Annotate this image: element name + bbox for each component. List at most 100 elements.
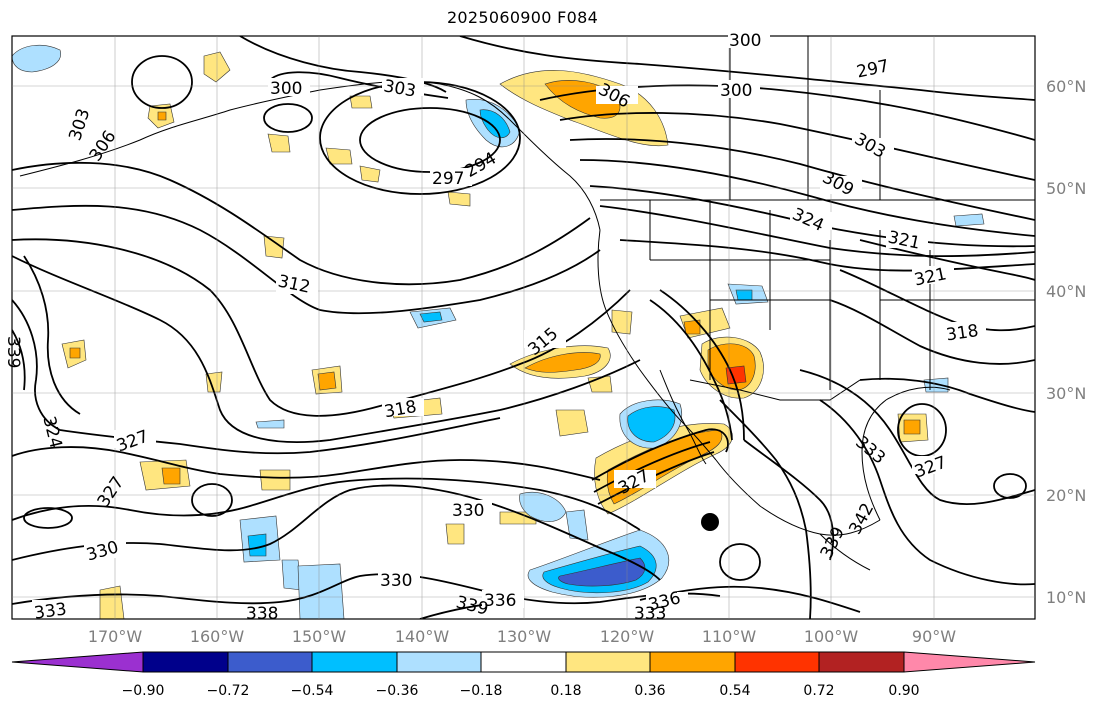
colorbar-bin — [818, 651, 905, 673]
map-frame — [11, 35, 1036, 620]
positive-anomaly-core — [69, 347, 81, 359]
contour-label: 309 — [819, 168, 857, 201]
height-contour — [719, 399, 812, 619]
height-contour — [591, 428, 729, 481]
lon-label: 140°W — [394, 627, 450, 646]
coastline-central-america — [819, 533, 871, 571]
colorbar-bin — [734, 651, 820, 673]
contour-label: 333 — [851, 432, 889, 468]
height-contour — [12, 299, 501, 455]
contour-label: 303 — [851, 129, 889, 163]
colorbar-tick-label: −0.18 — [459, 683, 503, 699]
colorbar-tick-label: −0.54 — [290, 683, 334, 699]
negative-anomaly-core — [735, 289, 753, 301]
contour-label: 333 — [33, 599, 68, 623]
height-contour — [459, 36, 1035, 101]
lon-label: 170°W — [87, 627, 143, 646]
colorbar-tick-label: 0.54 — [719, 683, 751, 699]
contour-label: 333 — [634, 604, 666, 624]
positive-anomaly-core — [157, 111, 167, 121]
height-contour — [12, 329, 26, 391]
contour-label: 300 — [729, 31, 761, 51]
colorbar-tick-label: −0.90 — [121, 683, 165, 699]
colorbar-bin — [311, 651, 398, 673]
height-contour — [859, 377, 1035, 413]
contour-label: 339 — [3, 336, 23, 368]
contour-label: 318 — [945, 321, 980, 345]
coastline-mexico — [715, 459, 881, 536]
height-contour — [12, 484, 661, 581]
colorbar-tick-label: 0.36 — [634, 683, 666, 699]
positive-anomaly-region — [267, 133, 291, 153]
positive-anomaly-region — [447, 191, 471, 207]
lon-label: 160°W — [189, 627, 245, 646]
positive-anomaly-region — [99, 585, 125, 619]
height-contour — [12, 255, 641, 443]
strong-negative-anomaly-core — [558, 557, 646, 587]
border-us-states — [649, 200, 1035, 390]
colorbar-bin — [396, 651, 482, 673]
negative-anomaly-region — [953, 213, 985, 227]
positive-anomaly-region — [349, 95, 373, 109]
positive-anomaly-core — [161, 467, 181, 485]
colorbar-tick-label: 0.72 — [803, 683, 835, 699]
lon-label: 90°W — [911, 627, 957, 646]
height-contour — [131, 55, 193, 109]
coastline-west-coast — [597, 229, 717, 461]
colorbar-tick-label: 0.18 — [550, 683, 582, 699]
lon-label: 130°W — [496, 627, 552, 646]
colorbar-bin — [227, 651, 313, 673]
lon-label: 150°W — [291, 627, 347, 646]
height-contour — [12, 238, 631, 417]
height-contour — [12, 446, 601, 481]
height-contour — [12, 161, 591, 286]
contour-label: 336 — [484, 591, 516, 611]
colorbar-bin — [649, 651, 736, 673]
negative-anomaly-region — [565, 509, 589, 541]
height-contour — [191, 483, 233, 517]
contour-label: 330 — [452, 501, 484, 521]
height-contour — [649, 299, 733, 441]
negative-anomaly-region — [519, 492, 567, 522]
lat-label: 30°N — [1046, 384, 1087, 403]
contour-label: 324 — [789, 204, 827, 235]
height-contour — [829, 299, 1035, 365]
lat-label: 60°N — [1046, 77, 1087, 96]
height-contour — [23, 255, 81, 415]
lat-label: 40°N — [1046, 282, 1087, 301]
negative-anomaly-core — [627, 406, 676, 443]
colorbar-bin — [480, 651, 567, 673]
positive-anomaly-core — [317, 371, 337, 391]
colorbar — [11, 651, 1036, 673]
height-contour — [659, 289, 745, 441]
contour-label: 303 — [382, 76, 417, 101]
height-contour — [559, 112, 1035, 181]
contour-label: 339 — [817, 524, 849, 562]
anomaly-fill-layer — [12, 44, 985, 619]
height-contour — [579, 159, 1035, 237]
height-contour — [569, 138, 1035, 221]
negative-anomaly-core — [247, 533, 267, 557]
height-contour — [263, 103, 313, 133]
coastline-alaska — [19, 81, 601, 231]
coastline-baja — [659, 369, 707, 465]
lon-label: 120°W — [599, 627, 655, 646]
contour-label: 300 — [720, 81, 752, 101]
colorbar-tick-label: −0.72 — [206, 683, 250, 699]
colorbar-bin — [142, 651, 229, 673]
border-us-mexico — [689, 379, 861, 401]
positive-anomaly-core — [683, 319, 701, 335]
lat-label: 10°N — [1046, 588, 1087, 607]
contour-label: 330 — [380, 571, 412, 591]
lat-label: 50°N — [1046, 179, 1087, 198]
height-contour — [12, 204, 601, 315]
coastlines — [19, 36, 1035, 571]
positive-anomaly-core — [524, 352, 601, 373]
map-title: 2025060900 F084 — [446, 8, 599, 27]
positive-anomaly-region — [359, 165, 381, 183]
height-contour — [12, 477, 641, 531]
positive-anomaly-region — [263, 235, 285, 259]
contour-label: 297 — [432, 169, 464, 189]
positive-anomaly-region — [445, 523, 465, 545]
